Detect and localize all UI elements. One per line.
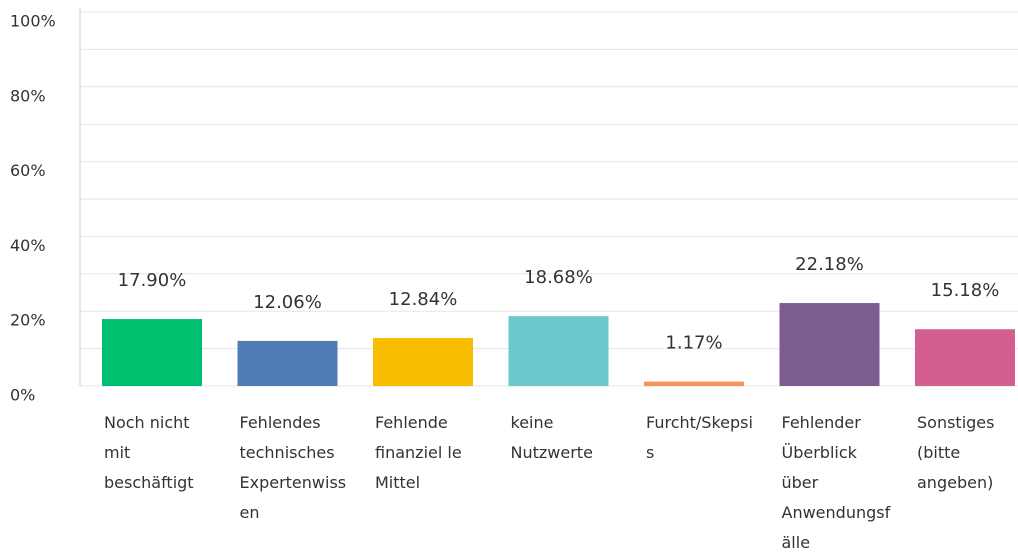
y-tick-label: 40%: [10, 236, 46, 255]
bar: [644, 381, 744, 386]
value-label: 12.84%: [389, 289, 458, 310]
bar: [779, 303, 880, 386]
bar: [373, 337, 473, 386]
bar: [508, 316, 609, 386]
x-tick-label: Fehlendes technisches Expertenwissen: [239, 413, 347, 522]
y-tick-label: 20%: [10, 311, 46, 330]
x-tick-label: Sonstiges (bitte angeben): [917, 413, 995, 492]
y-tick-label: 100%: [10, 12, 56, 31]
y-tick-label: 80%: [10, 86, 46, 105]
bar: [102, 319, 202, 386]
x-tick-label: Furcht/Skepsis: [646, 413, 753, 462]
x-tick-label: Fehlender Überblick über Anwendungsfälle: [781, 413, 891, 552]
value-label: 18.68%: [524, 267, 593, 288]
value-label: 15.18%: [931, 280, 1000, 301]
x-tick-label: Fehlende finanziel le Mittel: [375, 413, 462, 492]
bar: [915, 329, 1015, 386]
x-tick-label: keine Nutzwerte: [510, 413, 593, 462]
x-tick-label: Noch nicht mit beschäftigt: [104, 413, 194, 492]
value-label: 1.17%: [665, 333, 722, 354]
bar: [237, 340, 338, 386]
y-tick-label: 0%: [10, 386, 35, 405]
value-label: 22.18%: [795, 254, 864, 275]
y-tick-label: 60%: [10, 161, 46, 180]
value-label: 17.90%: [118, 270, 187, 291]
value-label: 12.06%: [253, 292, 322, 313]
